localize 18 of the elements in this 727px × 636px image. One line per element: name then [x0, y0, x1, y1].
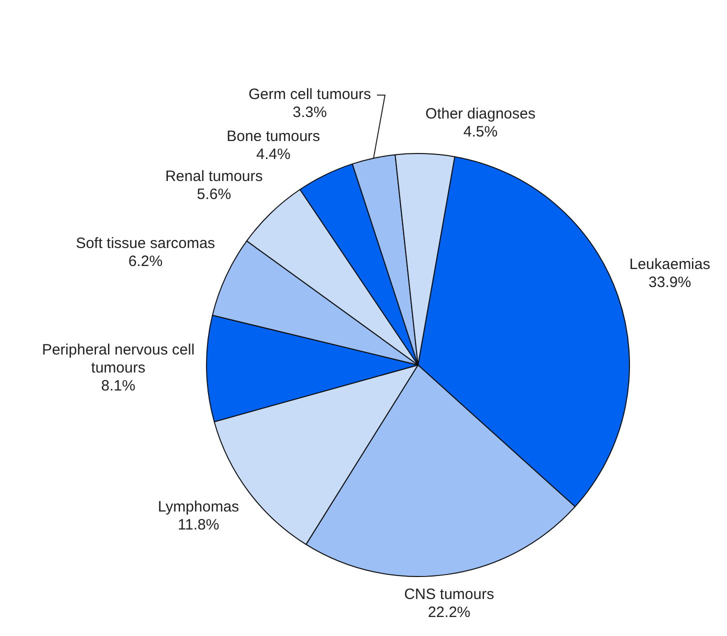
slice-label: Soft tissue sarcomas: [76, 235, 216, 252]
data-label: 5.6%: [196, 186, 232, 203]
data-label: 4.5%: [463, 123, 498, 140]
data-label: 3.3%: [292, 104, 327, 121]
slice-label: Renal tumours: [165, 168, 263, 185]
data-label: 22.2%: [428, 604, 470, 621]
slice-label: CNS tumours: [404, 586, 494, 603]
data-label: 11.8%: [178, 516, 220, 534]
slice-label: Leukaemias: [629, 256, 710, 273]
data-label: 8.1%: [101, 377, 136, 394]
data-label: 4.4%: [256, 146, 290, 163]
data-label: 6.2%: [128, 253, 163, 270]
slice-label: Bone tumours: [226, 128, 320, 145]
slice-label: Lymphomas: [158, 498, 240, 516]
slice-label: Germ cell tumours: [248, 86, 371, 103]
slice-label: Other diagnoses: [425, 105, 536, 122]
slice-label: Peripheral nervous cell tumours: [42, 341, 195, 376]
data-label: 33.9%: [648, 274, 692, 291]
